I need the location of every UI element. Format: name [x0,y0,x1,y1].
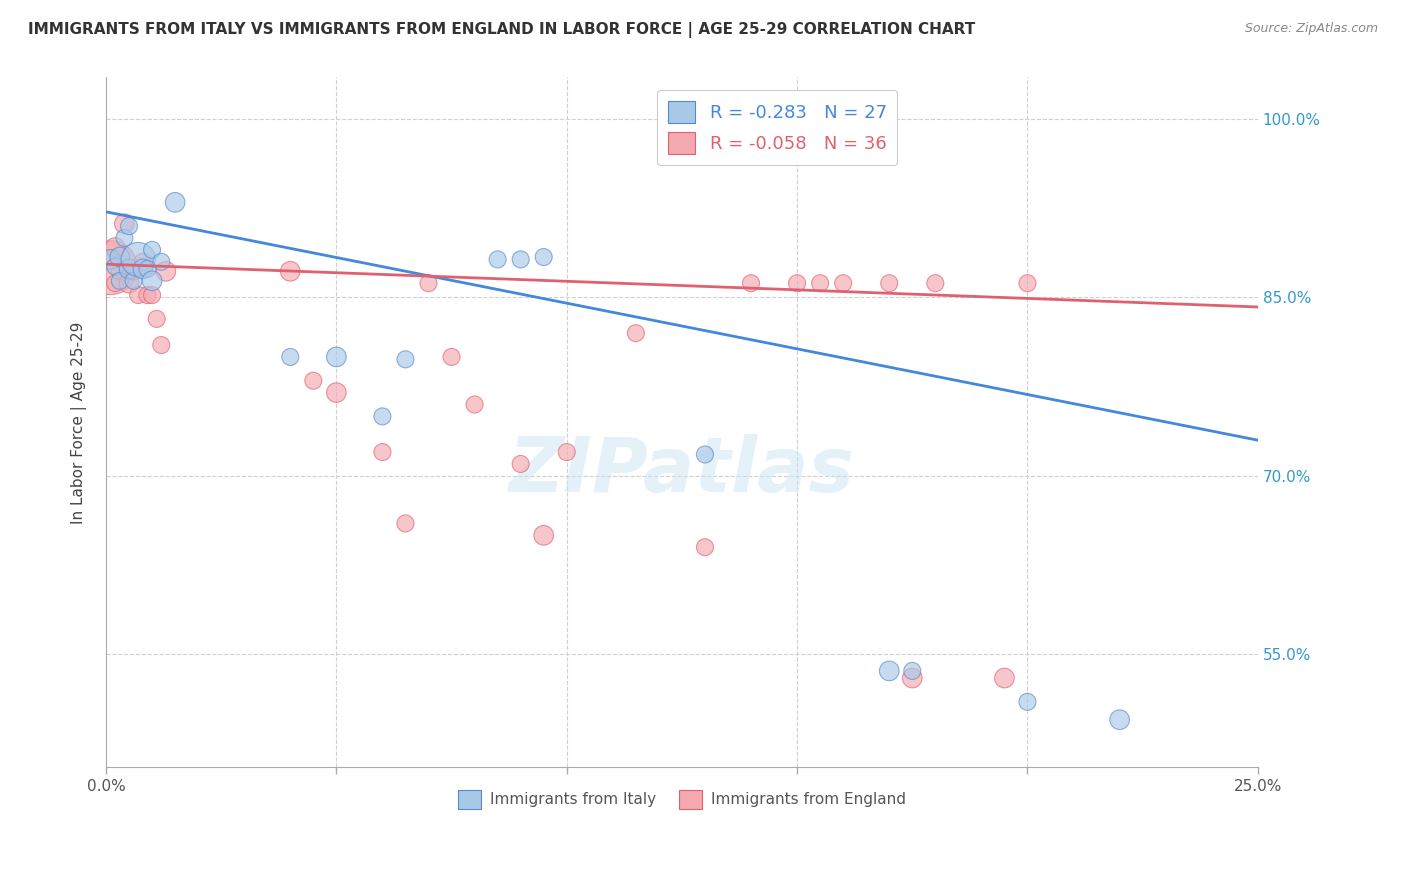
Point [118,219,141,233]
Point [104,276,127,290]
Point [118,276,141,290]
Point [877,664,900,678]
Point [122,264,145,278]
Point [440,350,463,364]
Point [132,261,155,276]
Point [1017,695,1039,709]
Point [325,350,347,364]
Point [136,261,159,276]
Point [100,260,122,275]
Legend: Immigrants from Italy, Immigrants from England: Immigrants from Italy, Immigrants from E… [451,784,912,814]
Point [786,276,808,290]
Point [100,252,122,267]
Point [877,276,900,290]
Point [624,326,647,340]
Point [127,288,149,302]
Point [325,385,347,400]
Point [394,352,416,367]
Text: Source: ZipAtlas.com: Source: ZipAtlas.com [1244,22,1378,36]
Point [165,195,187,210]
Point [145,311,167,326]
Point [136,288,159,302]
Point [127,252,149,267]
Point [141,288,163,302]
Point [533,250,555,264]
Point [808,276,831,290]
Point [150,338,173,352]
Point [371,445,394,459]
Text: ZIPatlas: ZIPatlas [509,434,855,508]
Point [132,254,155,268]
Text: IMMIGRANTS FROM ITALY VS IMMIGRANTS FROM ENGLAND IN LABOR FORCE | AGE 25-29 CORR: IMMIGRANTS FROM ITALY VS IMMIGRANTS FROM… [28,22,976,38]
Point [509,457,531,471]
Point [509,252,531,267]
Point [108,250,131,264]
Point [993,671,1015,685]
Point [112,217,135,231]
Y-axis label: In Labor Force | Age 25-29: In Labor Force | Age 25-29 [72,321,87,524]
Point [278,264,301,278]
Point [141,274,163,288]
Point [104,260,127,274]
Point [740,276,762,290]
Point [155,264,177,278]
Point [122,274,145,288]
Point [693,540,716,554]
Point [371,409,394,424]
Point [901,664,924,678]
Point [150,254,173,268]
Point [418,276,440,290]
Point [141,243,163,257]
Point [112,231,135,245]
Point [555,445,578,459]
Point [533,528,555,542]
Point [104,240,127,254]
Point [108,264,131,278]
Point [118,261,141,276]
Point [486,252,509,267]
Point [1108,713,1130,727]
Point [278,350,301,364]
Point [1017,276,1039,290]
Point [832,276,855,290]
Point [464,397,486,411]
Point [394,516,416,531]
Point [924,276,946,290]
Point [693,447,716,461]
Point [302,374,325,388]
Point [108,274,131,288]
Point [901,671,924,685]
